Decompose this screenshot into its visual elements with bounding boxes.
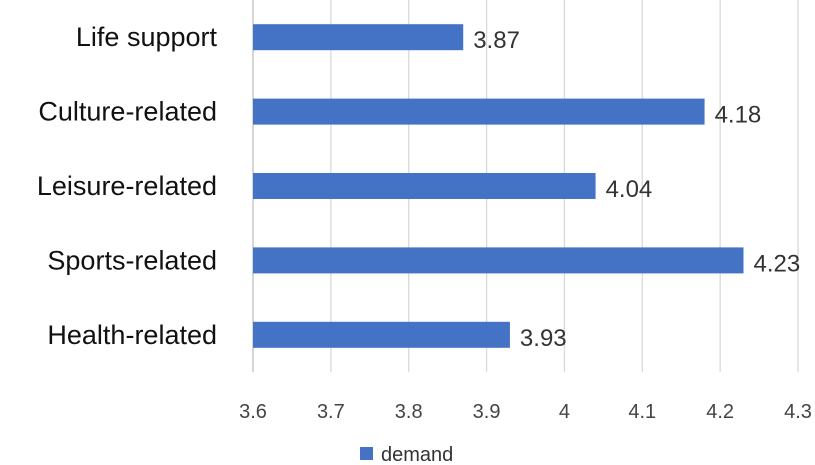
x-tick-label: 3.7	[317, 401, 345, 423]
bar	[253, 98, 705, 125]
legend-swatch-demand	[360, 447, 373, 460]
x-tick-label: 4	[559, 401, 570, 423]
x-tick-label: 3.8	[395, 401, 423, 423]
category-labels: Life support Culture-related Leisure-relat…	[37, 22, 218, 350]
category-label: Health-related	[47, 320, 217, 350]
x-tick-label: 4.2	[706, 401, 734, 423]
bar	[253, 247, 744, 274]
data-label: 4.04	[606, 176, 653, 203]
x-tick-label: 3.6	[239, 401, 267, 423]
data-label: 4.18	[715, 102, 762, 129]
category-label: Leisure-related	[37, 171, 217, 201]
category-label: Sports-related	[47, 245, 217, 275]
x-tick-label: 4.1	[628, 401, 656, 423]
category-label: Culture-related	[38, 97, 217, 127]
legend: demand	[360, 444, 453, 465]
x-tick-labels: 3.6 3.7 3.8 3.9 4 4.1 4.2 4.3	[239, 401, 812, 423]
legend-label-demand: demand	[381, 444, 453, 465]
data-labels: 3.87 4.18 4.04 4.23 3.93	[473, 27, 800, 352]
data-label: 3.93	[520, 325, 567, 352]
data-label: 4.23	[754, 250, 801, 277]
x-tick-label: 3.9	[473, 401, 501, 423]
bar	[253, 321, 510, 348]
data-label: 3.87	[473, 27, 520, 54]
category-label: Life support	[76, 22, 218, 52]
x-tick-label: 4.3	[784, 401, 812, 423]
bars	[253, 24, 744, 348]
bar	[253, 24, 464, 51]
bar	[253, 173, 596, 199]
